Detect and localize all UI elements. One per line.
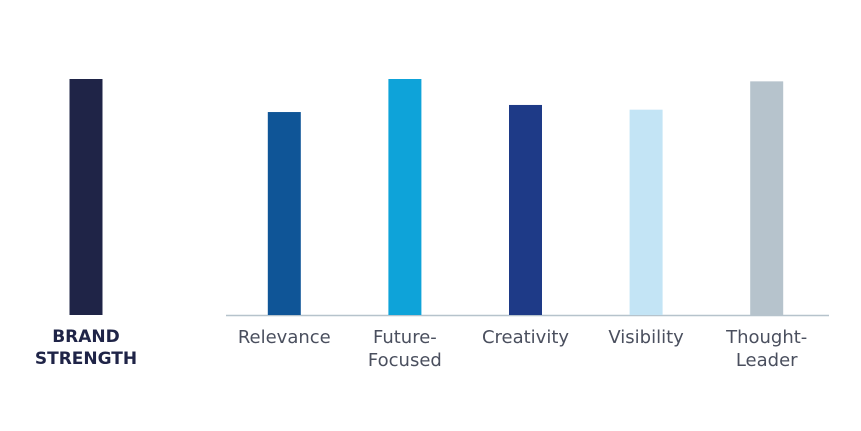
category-label: Visibility bbox=[608, 327, 684, 348]
category-label: Relevance bbox=[237, 327, 331, 348]
bar bbox=[69, 79, 103, 315]
bar bbox=[267, 112, 301, 315]
category-label: BRAND STRENGTH bbox=[34, 327, 138, 369]
bar bbox=[750, 81, 784, 315]
bar bbox=[388, 79, 422, 315]
category-label: Future-Focused bbox=[367, 327, 442, 371]
category-label: Creativity bbox=[481, 327, 570, 348]
bar bbox=[509, 104, 542, 316]
bar bbox=[629, 109, 663, 316]
category-label: Thought-Leader bbox=[726, 327, 808, 371]
